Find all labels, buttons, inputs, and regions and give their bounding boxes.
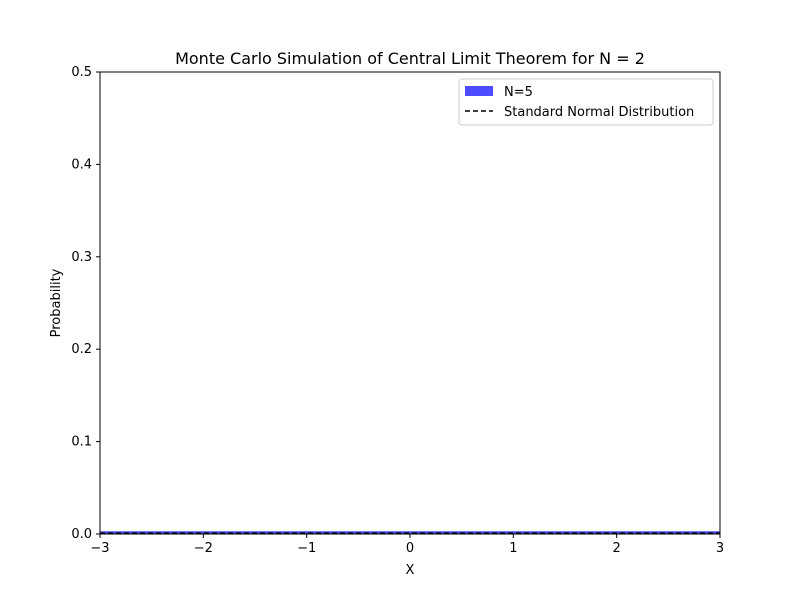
x-tick-label: 0 <box>406 541 414 556</box>
y-tick-label: 0.2 <box>71 342 92 357</box>
x-tick-label: 1 <box>509 541 517 556</box>
series-layer <box>100 531 720 534</box>
legend-box <box>458 78 714 126</box>
y-tick-label: 0.0 <box>71 527 92 542</box>
y-tick-label: 0.4 <box>71 157 92 172</box>
legend-swatch-n5 <box>465 86 493 96</box>
y-tick-label: 0.3 <box>71 250 92 265</box>
x-axis-label: X <box>406 563 415 578</box>
x-tick-label: −2 <box>194 541 213 556</box>
y-tick-label: 0.1 <box>71 435 92 450</box>
x-tick-label: 3 <box>716 541 724 556</box>
x-tick-label: 2 <box>613 541 621 556</box>
legend-label-normal: Standard Normal Distribution <box>504 105 694 120</box>
legend: N=5 Standard Normal Distribution <box>458 78 714 126</box>
series-n5-bar <box>100 531 720 534</box>
plot-area <box>99 71 721 535</box>
y-tick-label: 0.5 <box>71 65 92 80</box>
x-tick-label: −1 <box>297 541 316 556</box>
plot-background <box>100 72 720 534</box>
x-axis: −3 −2 −1 0 1 2 3 <box>90 534 724 556</box>
legend-label-n5: N=5 <box>504 85 533 100</box>
y-axis: 0.0 0.1 0.2 0.3 0.4 0.5 <box>71 65 100 542</box>
x-tick-label: −3 <box>90 541 109 556</box>
y-axis-label: Probability <box>49 268 64 337</box>
chart-title: Monte Carlo Simulation of Central Limit … <box>175 49 645 68</box>
